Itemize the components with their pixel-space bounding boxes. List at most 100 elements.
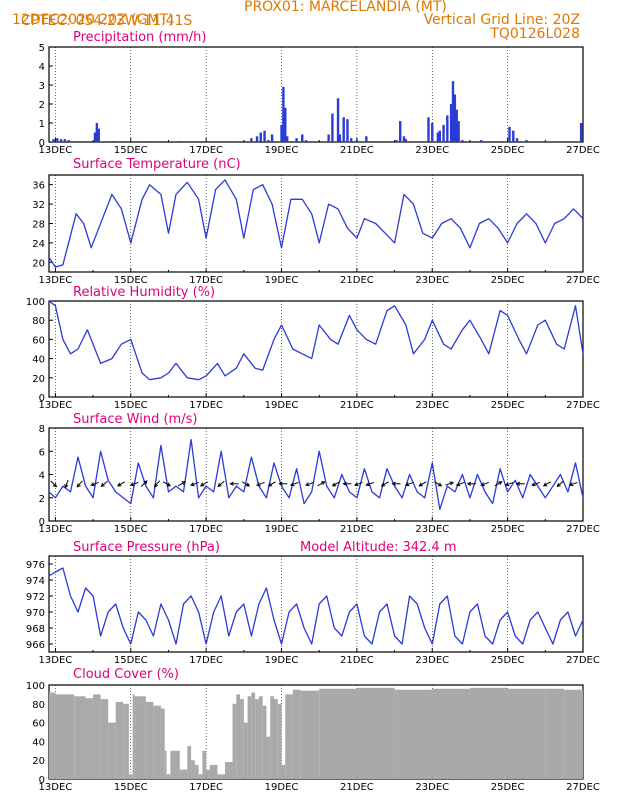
- precip-bar: [346, 119, 349, 142]
- wind-arrow: [177, 481, 187, 487]
- wind-arrow: [354, 481, 363, 487]
- cloud-area-segment: [217, 774, 225, 779]
- wind-series-line: [48, 438, 584, 511]
- cloud-area-segment: [545, 688, 565, 779]
- pressure-ytick-label: 966: [26, 640, 45, 651]
- cloud-area-segment: [285, 694, 293, 779]
- wind-arrow: [129, 481, 139, 487]
- cloud-xtick-label: 27DEC: [566, 782, 600, 793]
- cloud-area-segment: [108, 722, 116, 779]
- wind-arrow: [434, 481, 443, 487]
- wind-arrow: [568, 481, 578, 487]
- wind-ytick-label: 8: [39, 424, 45, 435]
- precip-bar: [267, 140, 270, 142]
- precip-bar: [404, 139, 408, 142]
- wind-arrow: [455, 481, 465, 487]
- rh-ytick-label: 60: [32, 335, 45, 346]
- wind-arrow: [418, 481, 427, 487]
- precip-frame: [48, 46, 584, 143]
- cloud-area-segment: [128, 774, 133, 779]
- precip-xtick-label: 19DEC: [265, 145, 299, 156]
- cloud-area-segment: [164, 750, 167, 779]
- header-grid-note: Vertical Grid Line: 20Z: [423, 12, 580, 28]
- wind-arrow: [305, 481, 314, 487]
- cloud-area-segment: [319, 688, 357, 779]
- rh-xtick-label: 19DEC: [265, 400, 299, 411]
- cloud-ytick-label: 40: [32, 737, 45, 748]
- precip-bar: [436, 132, 440, 142]
- pressure-xtick-label: 19DEC: [265, 655, 299, 666]
- wind-arrow: [542, 481, 551, 487]
- wind-arrow: [140, 480, 148, 487]
- cloud-area-segment: [247, 696, 252, 779]
- pressure-ytick-label: 970: [26, 608, 45, 619]
- precip-bar: [93, 132, 97, 142]
- precip-ytick-label: 2: [39, 100, 45, 111]
- header-model-code: TQ0126L028: [490, 26, 580, 42]
- wind-ytick-label: 0: [39, 517, 45, 528]
- cloud-ytick-label: 20: [32, 756, 45, 767]
- wind-xtick-label: 23DEC: [415, 524, 449, 535]
- wind-arrow: [480, 481, 489, 487]
- precip-bar: [449, 104, 453, 142]
- wind-xtick-label: 27DEC: [566, 524, 600, 535]
- wind-xtick-label: 21DEC: [340, 524, 374, 535]
- cloud-area-segment: [153, 705, 161, 779]
- wind-xtick-label: 15DEC: [114, 524, 148, 535]
- precip-ytick-label: 0: [39, 138, 45, 149]
- pressure-title: Surface Pressure (hPa): [73, 540, 220, 555]
- precip-bar: [438, 130, 441, 142]
- wind-arrow: [256, 481, 265, 487]
- cloud-area-segment: [564, 689, 583, 779]
- wind-arrow: [162, 481, 171, 487]
- cloud-area-segment: [432, 688, 470, 779]
- wind-arrow: [504, 481, 514, 487]
- temp-series-line: [48, 179, 584, 268]
- temp-xtick-label: 19DEC: [265, 275, 299, 286]
- precip-title: Precipitation (mm/h): [73, 30, 206, 45]
- temp-frame: [48, 174, 584, 273]
- precip-bar: [56, 138, 59, 142]
- cloud-area-segment: [224, 762, 233, 779]
- cloud-area-segment: [191, 760, 195, 779]
- cloud-area-segment: [240, 699, 244, 779]
- precip-bar: [263, 130, 266, 142]
- pressure-series-line: [48, 567, 584, 645]
- cloud-area-segment: [198, 774, 203, 779]
- wind-arrow: [515, 481, 525, 486]
- cloud-area-segment: [145, 701, 154, 779]
- precip-bar: [112, 141, 116, 142]
- precip-bar: [453, 94, 457, 142]
- precip-xtick-label: 23DEC: [415, 145, 449, 156]
- cloud-area-segment: [160, 708, 165, 779]
- cloud-xtick-label: 13DEC: [39, 782, 73, 793]
- cloud-area-segment: [507, 688, 546, 779]
- wind-arrow: [64, 479, 69, 489]
- precip-bar: [515, 138, 519, 142]
- temp-ytick-label: 36: [32, 181, 45, 192]
- rh-xtick-label: 21DEC: [340, 400, 374, 411]
- precip-bar: [97, 128, 100, 142]
- temp-xtick-label: 27DEC: [566, 275, 600, 286]
- rh-ytick-label: 20: [32, 374, 45, 385]
- cloud-area-segment: [49, 692, 56, 779]
- wind-arrow: [531, 481, 540, 487]
- precip-bar: [178, 141, 181, 142]
- cloud-ytick-label: 100: [26, 681, 45, 692]
- pressure-xtick-label: 15DEC: [114, 655, 148, 666]
- pressure-xtick-label: 27DEC: [566, 655, 600, 666]
- wind-arrow: [494, 481, 503, 487]
- precip-bar: [304, 140, 308, 142]
- cloud-ytick-label: 0: [39, 775, 45, 786]
- temp-xtick-label: 23DEC: [415, 275, 449, 286]
- cloud-area-segment: [255, 699, 259, 779]
- wind-arrow: [76, 480, 83, 488]
- precip-bar: [395, 140, 398, 142]
- rh-frame: [48, 300, 584, 398]
- pressure-ytick-label: 968: [26, 624, 45, 635]
- wind-title: Surface Wind (m/s): [73, 412, 197, 427]
- rh-ytick-label: 80: [32, 316, 45, 327]
- precip-ytick-label: 4: [39, 62, 45, 73]
- cloud-area-segment: [232, 703, 237, 779]
